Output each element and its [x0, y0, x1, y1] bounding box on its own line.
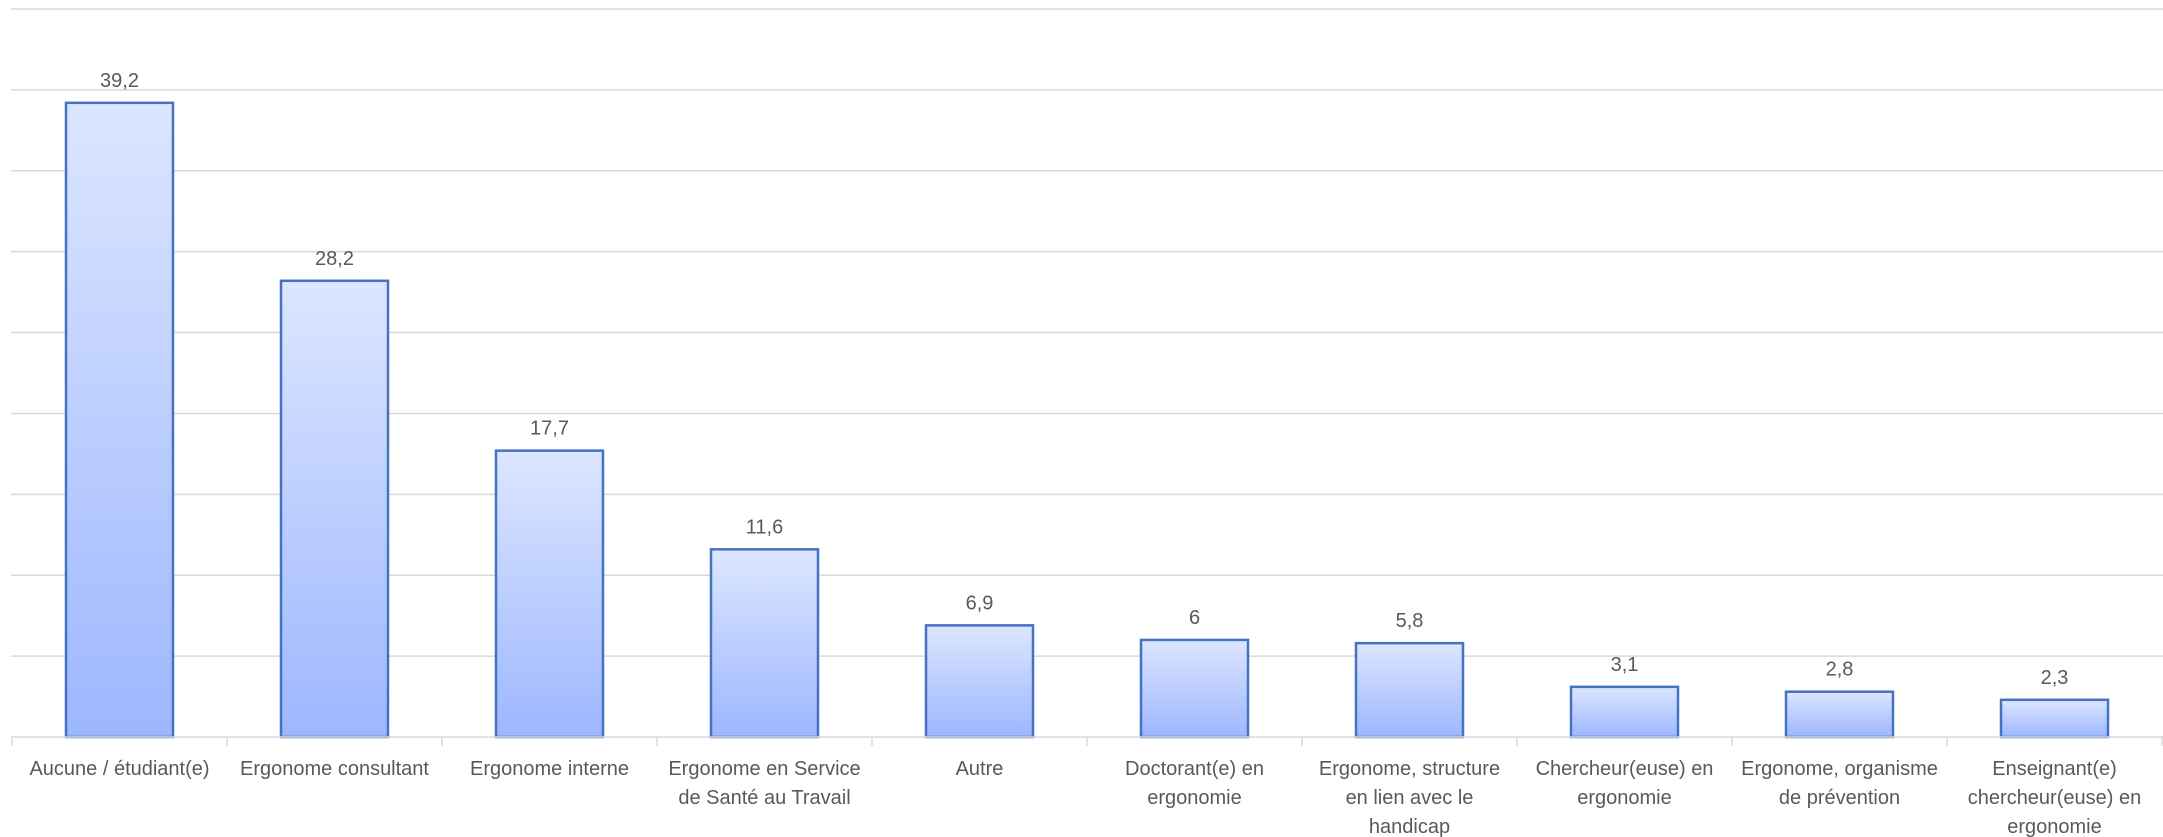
bars	[64, 101, 2110, 739]
category-label: Doctorant(e) en ergonomie	[1125, 758, 1264, 809]
category-label-line: handicap	[1369, 816, 1450, 837]
category-label-line: en lien avec le	[1346, 787, 1474, 809]
category-label-line: Ergonome, structure	[1319, 758, 1500, 780]
category-label-line: Chercheur(euse) en	[1536, 758, 1714, 780]
category-label-line: chercheur(euse) en	[1968, 787, 2141, 809]
category-label-line: Ergonome interne	[470, 758, 629, 780]
category-label: Enseignant(e) chercheur(euse) en ergonomie	[1968, 758, 2141, 837]
category-label: Ergonome, structure en lien avec le handic…	[1319, 758, 1500, 837]
data-label: 6,9	[966, 592, 994, 614]
category-label-line: Ergonome, organisme	[1741, 758, 1938, 780]
category-label-line: de Santé au Travail	[678, 787, 850, 809]
data-label: 11,6	[746, 516, 783, 538]
category-label-line: de prévention	[1779, 787, 1900, 809]
data-label: 2,3	[2041, 667, 2069, 689]
bar	[1569, 685, 1680, 739]
data-label: 2,8	[1826, 659, 1854, 681]
category-label-line: ergonomie	[1147, 787, 1242, 809]
category-label-line: Ergonome consultant	[240, 758, 429, 780]
data-label: 6	[1189, 607, 1200, 629]
category-label: Ergonome, organisme de prévention	[1741, 758, 1938, 809]
bar	[709, 548, 820, 739]
category-labels: Aucune / étudiant(e) Ergonome consultant E…	[29, 758, 2141, 837]
data-label: 39,2	[100, 70, 139, 92]
data-label: 28,2	[315, 248, 354, 270]
category-label-line: Autre	[956, 758, 1004, 780]
category-label-line: Ergonome en Service	[668, 758, 860, 780]
bar	[1784, 690, 1895, 739]
bar	[279, 279, 390, 739]
category-label-line: ergonomie	[1577, 787, 1672, 809]
category-label: Aucune / étudiant(e)	[29, 758, 209, 780]
bar	[1354, 641, 1465, 739]
category-label-line: Aucune / étudiant(e)	[29, 758, 209, 780]
bar	[1999, 698, 2110, 739]
x-axis	[11, 736, 2163, 746]
bar	[494, 449, 605, 739]
category-label: Autre	[956, 758, 1004, 780]
data-label: 3,1	[1611, 654, 1639, 676]
category-label: Ergonome interne	[470, 758, 629, 780]
category-label-line: Enseignant(e)	[1992, 758, 2117, 780]
data-label: 5,8	[1396, 610, 1424, 632]
data-label: 17,7	[530, 418, 569, 440]
bar	[64, 101, 175, 739]
category-label: Ergonome consultant	[240, 758, 429, 780]
category-label: Ergonome en Service de Santé au Travail	[668, 758, 860, 809]
category-label: Chercheur(euse) en ergonomie	[1536, 758, 1714, 809]
category-label-line: Doctorant(e) en	[1125, 758, 1264, 780]
data-labels: 39,2 28,2 17,7 11,6 6,9 6 5,8 3,1 2,8 2,3	[100, 70, 2068, 689]
category-label-line: ergonomie	[2007, 816, 2102, 837]
bar	[1139, 638, 1250, 739]
bar	[924, 624, 1035, 739]
